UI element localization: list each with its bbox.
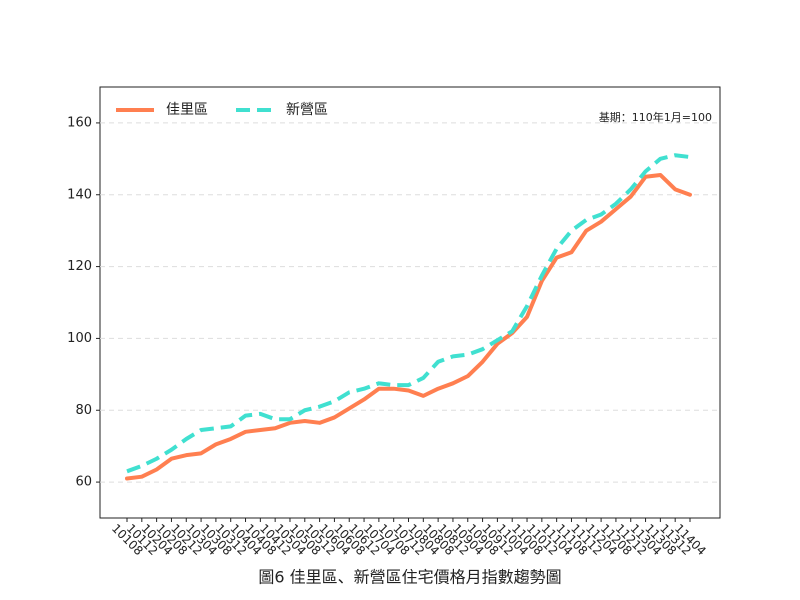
y-tick-label: 100 [67, 331, 92, 346]
y-tick-label: 120 [67, 259, 92, 274]
legend-label: 佳里區 [166, 102, 208, 118]
chart-title: 圖6 佳里區、新營區住宅價格月指數趨勢圖 [258, 568, 561, 587]
plot-frame [99, 86, 721, 519]
series-line [126, 153, 691, 474]
y-tick-label: 80 [75, 403, 92, 418]
legend-label: 新營區 [286, 102, 328, 118]
y-tick-label: 140 [67, 187, 92, 202]
y-tick-label: 60 [75, 475, 92, 490]
y-tick-label: 160 [67, 115, 92, 130]
series-line [125, 172, 692, 481]
annotation: 基期：110年1月=100 [599, 110, 712, 124]
